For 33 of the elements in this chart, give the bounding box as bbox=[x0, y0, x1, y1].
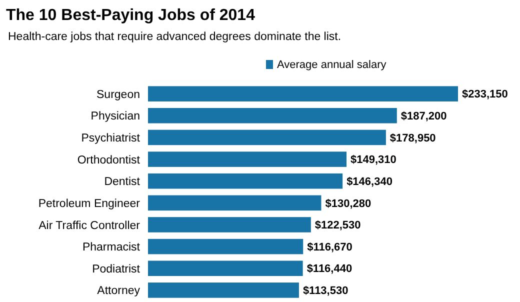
y-tick-label: Attorney bbox=[97, 285, 140, 298]
y-tick-label: Physician bbox=[90, 110, 140, 123]
data-label: $233,150 bbox=[462, 88, 508, 101]
bar bbox=[148, 217, 311, 232]
bar bbox=[148, 238, 304, 254]
y-tick-label: Air Traffic Controller bbox=[38, 220, 140, 232]
data-label: $149,310 bbox=[350, 154, 396, 166]
data-label: $113,530 bbox=[302, 285, 348, 298]
data-label: $116,670 bbox=[307, 241, 352, 254]
legend-label: Average annual salary bbox=[277, 59, 387, 71]
data-label: $116,440 bbox=[306, 263, 352, 276]
data-label: $146,340 bbox=[346, 176, 392, 188]
y-tick-label: Surgeon bbox=[96, 88, 140, 101]
data-label: $122,530 bbox=[314, 220, 361, 232]
bar bbox=[148, 195, 322, 211]
y-tick-label: Dentist bbox=[104, 176, 141, 188]
bar bbox=[148, 130, 386, 146]
data-label: $130,280 bbox=[325, 198, 372, 210]
y-tick-label: Psychiatrist bbox=[81, 132, 141, 144]
bar bbox=[148, 173, 343, 189]
chart-subtitle: Health-care jobs that require advanced degrees dominate the list. bbox=[8, 31, 342, 43]
bar bbox=[148, 282, 299, 298]
bar bbox=[148, 108, 397, 124]
data-label: $178,950 bbox=[390, 132, 436, 144]
y-tick-label: Podiatrist bbox=[92, 263, 141, 276]
y-tick-label: Pharmacist bbox=[82, 242, 141, 254]
chart-title: The 10 Best-Paying Jobs of 2014 bbox=[6, 7, 256, 24]
bar bbox=[148, 152, 347, 167]
data-label: $187,200 bbox=[400, 110, 447, 122]
y-tick-label: Petroleum Engineer bbox=[38, 198, 140, 210]
bar bbox=[148, 260, 303, 276]
y-tick-label: Orthodontist bbox=[77, 154, 141, 166]
bar bbox=[148, 86, 458, 102]
